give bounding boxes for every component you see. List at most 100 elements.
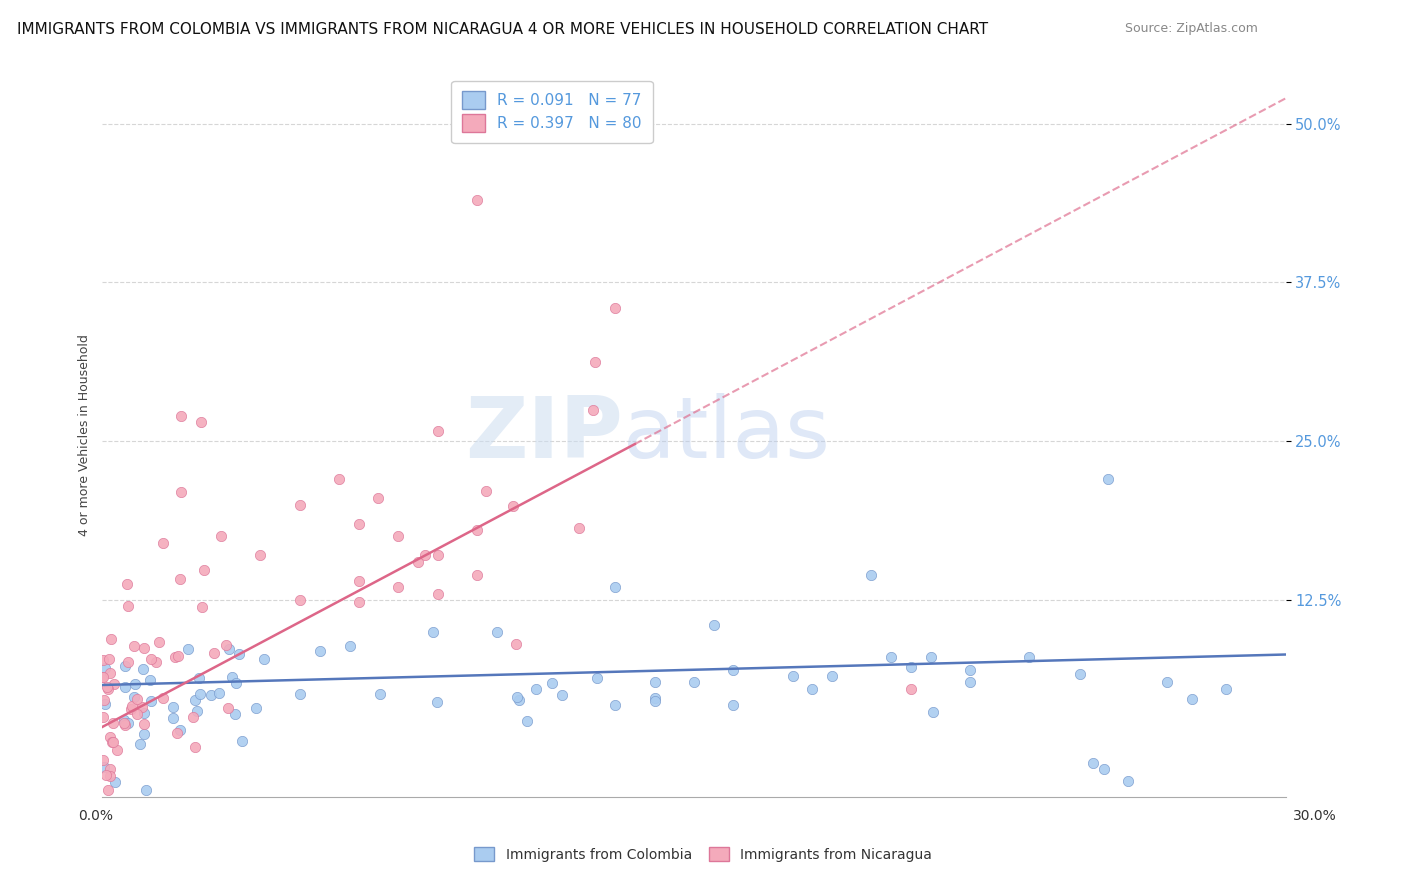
Point: [132, 727, 155, 741]
Point: [117, 716, 139, 731]
Point: [253, 652, 276, 666]
Point: [465, 523, 488, 537]
Point: [506, 690, 529, 704]
Point: [959, 675, 981, 690]
Point: [103, 775, 125, 789]
Point: [308, 643, 330, 657]
Point: [165, 649, 187, 664]
Point: [207, 686, 229, 700]
Point: [98, 768, 121, 782]
Point: [121, 699, 143, 714]
Point: [129, 737, 152, 751]
Point: [1116, 774, 1139, 789]
Point: [821, 669, 844, 683]
Legend: Immigrants from Colombia, Immigrants from Nicaragua: Immigrants from Colombia, Immigrants fro…: [467, 840, 939, 869]
Point: [190, 415, 212, 429]
Point: [465, 193, 488, 207]
Point: [162, 710, 184, 724]
Point: [101, 716, 124, 731]
Point: [218, 641, 240, 656]
Point: [644, 675, 666, 690]
Point: [91, 653, 114, 667]
Point: [117, 655, 139, 669]
Point: [347, 516, 370, 531]
Point: [703, 618, 725, 632]
Point: [426, 586, 449, 600]
Point: [91, 753, 114, 767]
Point: [465, 567, 488, 582]
Point: [91, 670, 114, 684]
Point: [225, 676, 247, 690]
Point: [114, 718, 136, 732]
Point: [582, 403, 605, 417]
Point: [190, 687, 212, 701]
Point: [502, 499, 524, 513]
Point: [426, 549, 449, 563]
Point: [166, 726, 188, 740]
Point: [202, 646, 225, 660]
Point: [183, 739, 205, 754]
Point: [603, 301, 626, 315]
Point: [427, 425, 450, 439]
Point: [426, 695, 449, 709]
Point: [723, 698, 745, 713]
Point: [121, 702, 143, 716]
Point: [723, 663, 745, 677]
Point: [152, 691, 174, 706]
Point: [413, 548, 436, 562]
Point: [98, 730, 121, 744]
Text: atlas: atlas: [623, 393, 831, 476]
Point: [603, 580, 626, 594]
Point: [541, 676, 564, 690]
Point: [288, 593, 311, 607]
Point: [139, 673, 162, 687]
Point: [1156, 675, 1178, 690]
Y-axis label: 4 or more Vehicles in Household: 4 or more Vehicles in Household: [79, 334, 91, 536]
Point: [900, 681, 922, 696]
Point: [166, 648, 188, 663]
Point: [1018, 650, 1040, 665]
Point: [387, 529, 409, 543]
Point: [567, 521, 589, 535]
Point: [550, 688, 572, 702]
Point: [1180, 692, 1202, 706]
Point: [485, 624, 508, 639]
Point: [231, 733, 253, 747]
Point: [100, 632, 122, 647]
Point: [114, 680, 136, 694]
Text: ZIP: ZIP: [465, 393, 623, 476]
Point: [191, 599, 214, 614]
Point: [603, 698, 626, 713]
Point: [114, 659, 136, 673]
Point: [91, 669, 114, 683]
Point: [508, 693, 530, 707]
Point: [117, 577, 139, 591]
Point: [367, 491, 389, 506]
Point: [959, 663, 981, 677]
Point: [288, 498, 311, 512]
Point: [127, 706, 149, 721]
Point: [131, 700, 153, 714]
Point: [505, 637, 527, 651]
Point: [93, 693, 115, 707]
Point: [200, 688, 222, 702]
Point: [920, 650, 942, 665]
Point: [474, 484, 496, 499]
Point: [127, 692, 149, 706]
Point: [162, 700, 184, 714]
Point: [103, 676, 125, 690]
Point: [186, 705, 208, 719]
Text: Source: ZipAtlas.com: Source: ZipAtlas.com: [1125, 22, 1258, 36]
Point: [183, 693, 205, 707]
Point: [368, 687, 391, 701]
Point: [1092, 762, 1115, 776]
Point: [224, 706, 246, 721]
Point: [516, 714, 538, 729]
Point: [132, 706, 155, 721]
Point: [181, 710, 204, 724]
Point: [209, 529, 232, 543]
Point: [187, 671, 209, 685]
Point: [683, 675, 706, 690]
Point: [97, 652, 120, 666]
Point: [105, 742, 128, 756]
